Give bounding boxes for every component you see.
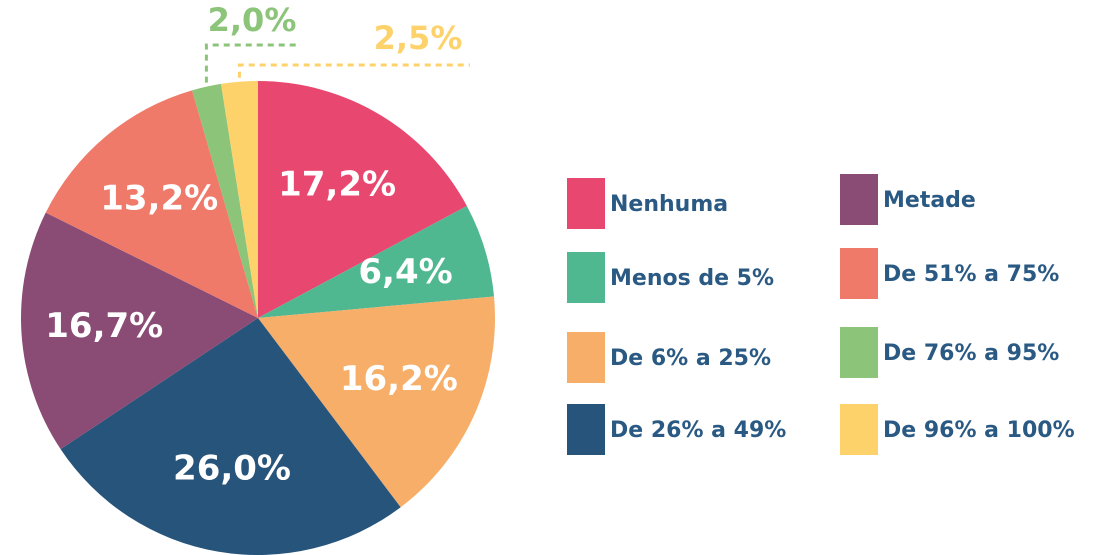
legend-swatch [567, 252, 605, 303]
legend-swatch [567, 404, 605, 455]
legend-label: De 26% a 49% [610, 418, 786, 443]
slice-label: 16,7% [45, 306, 163, 346]
leader-line [204, 43, 298, 83]
legend-label: De 51% a 75% [883, 262, 1059, 287]
legend-label: De 76% a 95% [883, 341, 1059, 366]
slice-label: 2,5% [374, 19, 463, 57]
pie-slice [20, 212, 258, 450]
pie-slice [258, 296, 495, 508]
legend-swatch [567, 178, 605, 229]
slice-label: 17,2% [278, 164, 396, 204]
legend-swatch [567, 332, 605, 383]
pie-slice [192, 83, 258, 318]
pie-slice [220, 81, 258, 318]
pie-slice [258, 81, 467, 318]
slice-label: 16,2% [340, 359, 458, 399]
legend-swatch [840, 174, 878, 225]
legend-label: Nenhuma [610, 192, 728, 217]
legend-swatch [840, 404, 878, 455]
pie-slice [45, 90, 259, 319]
slice-label: 13,2% [100, 178, 218, 218]
legend-label: Metade [883, 188, 976, 213]
slice-label: 2,0% [208, 1, 297, 39]
pie-slice [60, 318, 401, 555]
leader-line [237, 63, 470, 78]
legend-swatch [840, 327, 878, 378]
legend-label: Menos de 5% [610, 266, 774, 291]
legend-swatch [840, 248, 878, 299]
legend-label: De 96% a 100% [883, 418, 1075, 443]
slice-label: 6,4% [358, 252, 452, 292]
slice-label: 26,0% [173, 448, 291, 488]
legend-label: De 6% a 25% [610, 346, 771, 371]
pie-slice [258, 205, 495, 318]
